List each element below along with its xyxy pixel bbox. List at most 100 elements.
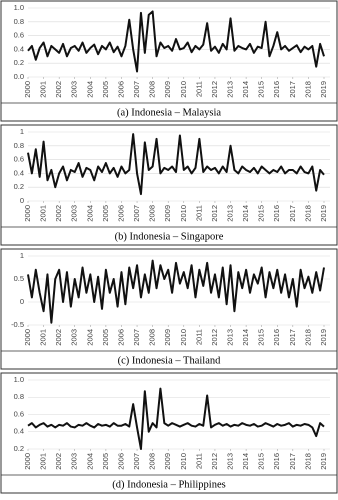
x-tick-label: 2018 [303,205,312,222]
x-tick-label: 2011 [194,453,203,469]
x-tick-label: 2015 [257,205,266,222]
x-tick-label: 2010 [179,453,188,470]
x-tick-label: 2001 [39,205,48,222]
x-tick-label: 2002 [54,81,63,98]
caption: (c) Indonesia – Thailand [118,355,221,366]
panel-border [0,0,338,122]
panel-border [0,248,338,370]
x-tick-label: 2000 [23,453,32,470]
y-tick-label: 0.8 [14,141,24,150]
x-tick-label: 2014 [241,329,250,346]
x-tick-label: 2005 [101,205,110,222]
y-tick-label: 0.8 [14,392,24,401]
x-tick-label: 2003 [70,205,79,222]
y-tick-label: 0 [20,196,24,205]
x-tick-label: 2017 [288,329,297,346]
x-tick-label: 2003 [70,453,79,470]
panel: (d) Indonesia – Philippines 0.2 0.4 0.6 0.8 1… [0,372,338,494]
x-tick-label: 2009 [163,205,172,222]
x-tick-label: 2012 [210,81,219,98]
x-tick-label: 2013 [226,453,235,470]
x-tick-label: 2019 [319,453,328,470]
x-tick-label: 2018 [303,329,312,346]
y-tick-label: 0.4 [14,427,24,436]
x-tick-label: 2017 [288,81,297,98]
y-tick-label: 0.6 [14,31,24,40]
x-tick-label: 2007 [132,205,141,222]
data-line [27,10,325,73]
y-tick-label: 0.6 [14,409,24,418]
x-tick-label: 2005 [101,81,110,98]
x-tick-label: 2016 [272,453,281,470]
x-tick-label: 2015 [257,329,266,346]
y-tick-label: -0.5 [11,320,24,329]
panel: (c) Indonesia – Thailand -0.5 0 0.5 1 2000 200… [0,248,338,370]
x-tick-label: 2006 [116,329,125,346]
caption: (a) Indonesia – Malaysia [117,107,221,118]
x-tick-label: 2002 [54,453,63,470]
x-tick-label: 2015 [257,81,266,98]
y-tick-label: 1.0 [14,3,24,12]
x-tick-label: 2014 [241,453,250,470]
y-tick-label: 0.2 [14,182,24,191]
x-tick-label: 2011 [194,205,203,221]
x-tick-label: 2016 [272,205,281,222]
y-tick-label: 0.0 [14,72,24,81]
y-tick-label: 0.2 [14,58,24,67]
x-tick-label: 2010 [179,205,188,222]
x-tick-label: 2003 [70,329,79,346]
x-tick-label: 2009 [163,329,172,346]
x-tick-label: 2010 [179,81,188,98]
x-tick-label: 2009 [163,453,172,470]
x-tick-label: 2002 [54,329,63,346]
x-tick-label: 2001 [39,81,48,98]
y-tick-label: 0 [20,297,24,306]
x-tick-label: 2004 [85,205,94,222]
x-tick-label: 2008 [148,205,157,222]
data-line [27,133,325,196]
y-tick-label: 0.5 [14,274,24,283]
x-tick-label: 2019 [319,81,328,98]
panel-border [0,124,338,246]
x-tick-label: 2012 [210,329,219,346]
x-tick-label: 2004 [85,329,94,346]
y-tick-label: 1.0 [14,375,24,384]
x-tick-label: 2012 [210,205,219,222]
x-tick-label: 2007 [132,329,141,346]
x-tick-label: 2010 [179,329,188,346]
y-tick-label: 1 [20,251,24,260]
x-tick-label: 2000 [23,205,32,222]
y-tick-label: 1 [20,127,24,136]
x-tick-label: 2008 [148,81,157,98]
x-tick-label: 2007 [132,453,141,470]
data-line [27,259,325,324]
x-tick-label: 2019 [319,205,328,222]
x-tick-label: 2015 [257,453,266,470]
x-tick-label: 2008 [148,453,157,470]
y-tick-label: 0.4 [14,168,24,177]
x-tick-label: 2019 [319,329,328,346]
x-tick-label: 2005 [101,453,110,470]
y-tick-label: 0.8 [14,17,24,26]
x-tick-label: 2018 [303,453,312,470]
panel: (a) Indonesia – Malaysia 0.0 0.2 0.4 0.6 0.8 1… [0,0,338,122]
x-tick-label: 2005 [101,329,110,346]
x-tick-label: 2001 [39,329,48,346]
data-line [27,387,325,450]
x-tick-label: 2016 [272,81,281,98]
y-tick-label: 0.2 [14,444,24,453]
x-tick-label: 2001 [39,453,48,470]
x-tick-label: 2017 [288,453,297,470]
x-tick-label: 2000 [23,81,32,98]
x-tick-label: 2009 [163,81,172,98]
panel: (b) Indonesia – Singapore 0 0.2 0.4 0.6 0.8 1 2… [0,124,338,246]
x-tick-label: 2004 [85,81,94,98]
caption: (d) Indonesia – Philippines [112,479,225,490]
x-tick-label: 2006 [116,205,125,222]
x-tick-label: 2011 [194,81,203,97]
x-tick-label: 2006 [116,81,125,98]
y-tick-label: 0.4 [14,44,24,53]
x-tick-label: 2003 [70,81,79,98]
x-tick-label: 2012 [210,453,219,470]
